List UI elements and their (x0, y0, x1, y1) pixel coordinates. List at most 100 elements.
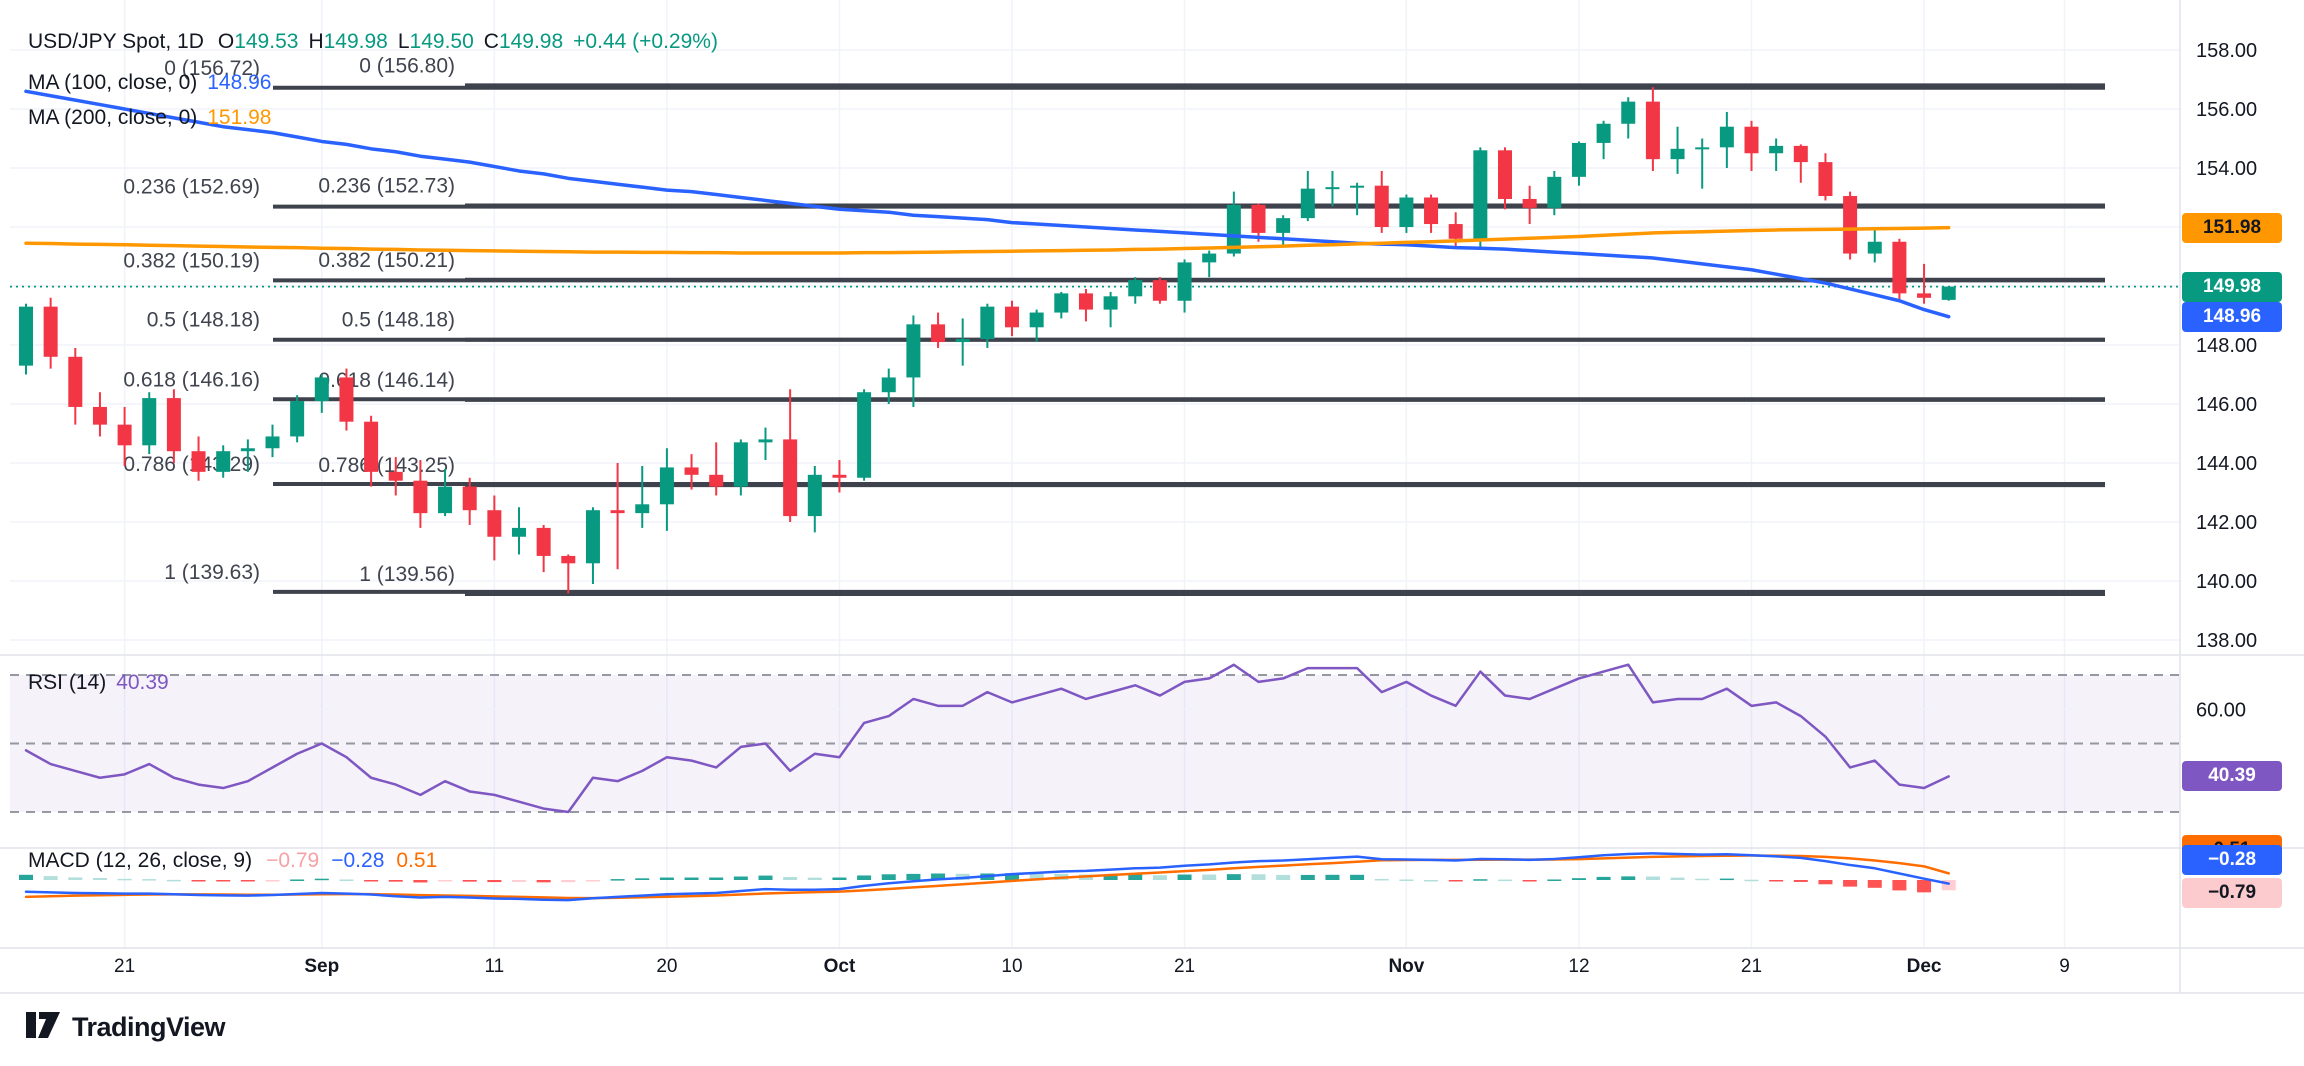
macd-hist-bar (1670, 877, 1685, 880)
candle-body (1522, 198, 1537, 208)
macd-hist-bar (191, 880, 206, 882)
candle-body (1621, 101, 1636, 124)
ma100-label: MA (100, close, 0) (28, 71, 198, 94)
symbol-title: USD/JPY Spot, 1D (28, 30, 204, 53)
candle-body (1054, 293, 1069, 313)
rsi-legend[interactable]: RSI (14) 40.39 (28, 671, 169, 695)
candle-body (1744, 126, 1759, 154)
macd-hist-bar (438, 880, 453, 882)
symbol-legend[interactable]: USD/JPY Spot, 1D O 149.53 H 149.98 L 149.50… (28, 30, 718, 54)
candle-body (1300, 188, 1315, 219)
fib-label: 0.382 (150.19) (123, 249, 260, 272)
candle-body (191, 451, 206, 472)
candle-body (955, 339, 970, 343)
candle-body (92, 406, 107, 425)
macd-hist-bar (1350, 874, 1365, 880)
macd-hist-bar (1498, 879, 1512, 882)
candle-body (364, 421, 379, 472)
candle-body (1843, 196, 1858, 254)
candle-body (659, 467, 674, 505)
macd-hist-bar (92, 878, 107, 880)
candle-body (166, 398, 181, 452)
chart-canvas[interactable]: 0 (156.72) 0.236 (152.69) 0.382 (150.19) 0.… (0, 0, 2304, 1000)
fib-label: 0.618 (146.14) (318, 369, 455, 392)
candle-body (635, 504, 650, 514)
high-value: 149.98 (323, 30, 388, 53)
candle-body (1005, 306, 1019, 328)
candle-body (1177, 262, 1192, 301)
macd-hist-bar (758, 875, 773, 880)
candle-body (413, 480, 428, 514)
macd-hist-bar (388, 880, 403, 882)
macd-hist-bar (1177, 874, 1192, 880)
macd-hist-bar (1300, 874, 1315, 880)
candle-body (1596, 123, 1611, 143)
fib-label: 0.236 (152.73) (318, 174, 455, 197)
candle-body (832, 474, 847, 478)
macd-legend[interactable]: MACD (12, 26, close, 9) −0.79 −0.28 0.51 (28, 849, 437, 873)
macd-hist-bar (1399, 879, 1414, 881)
tradingview-logo[interactable]: TradingView (26, 1008, 226, 1047)
candle-body (1498, 150, 1512, 199)
ma200-line (24, 225, 1951, 255)
macd-hist-bar (1621, 876, 1636, 880)
time-tick-label: 10 (1001, 956, 1022, 977)
macd-hist-bar (733, 876, 748, 880)
price-tick-label: 156.00 (2196, 99, 2257, 121)
price-tick-label: 138.00 (2196, 630, 2257, 652)
time-tick-label: Oct (824, 956, 856, 977)
macd-label: MACD (12, 26, close, 9) (28, 849, 253, 872)
macd-hist-bar (536, 880, 551, 883)
macd-hist-bar (1276, 874, 1291, 880)
macd-hist-bar (512, 880, 526, 882)
price-tick-label: 144.00 (2196, 453, 2257, 475)
macd-hist-bar (1571, 878, 1586, 880)
low-value: 149.50 (409, 30, 474, 53)
candle-body (339, 377, 354, 422)
candle-body (19, 306, 33, 366)
tradingview-logo-icon (26, 1008, 62, 1047)
candle-body (142, 398, 157, 446)
price-tick-label: 158.00 (2196, 40, 2257, 62)
macd-hist-bar (1843, 880, 1858, 887)
fib-label: 0.5 (148.18) (147, 309, 260, 332)
ma200-legend[interactable]: MA (200, close, 0) 151.98 (28, 106, 271, 130)
macd-line-value: −0.28 (331, 849, 385, 872)
price-tick-label: 146.00 (2196, 394, 2257, 416)
candle-body (1226, 204, 1241, 254)
macd-hist-bar (1029, 873, 1044, 880)
macd-hist-bar (1473, 879, 1488, 881)
macd-hist-bar (117, 878, 132, 881)
candle-body (1424, 197, 1439, 225)
candle-body (1374, 185, 1389, 227)
candle-body (1251, 204, 1266, 233)
candle-body (1719, 126, 1734, 148)
candle-body (610, 510, 625, 514)
macd-hist-bar (906, 873, 921, 880)
candle-body (487, 510, 502, 537)
rsi-tick-label: 60.00 (2196, 699, 2246, 721)
macd-signal-value: 0.51 (396, 849, 438, 872)
macd-hist-bar (1424, 880, 1439, 882)
macd-hist-bar (1251, 874, 1266, 880)
macd-hist-bar (142, 879, 157, 881)
candle-body (290, 401, 305, 437)
candle-body (733, 442, 748, 487)
macd-hist-bar (216, 880, 231, 882)
candle-body (980, 306, 995, 340)
ma100-legend[interactable]: MA (100, close, 0) 148.96 (28, 71, 271, 95)
macd-hist-bar (1522, 880, 1537, 882)
candle-body (561, 555, 576, 564)
macd-hist-bar (585, 880, 600, 882)
candle-body (1670, 148, 1685, 160)
time-tick-label: 12 (1568, 956, 1589, 977)
candle-body (462, 486, 477, 511)
macd-badge: −0.79 (2182, 878, 2282, 908)
close-label: C (483, 30, 499, 53)
candle-body (314, 377, 329, 402)
candle-body (1892, 241, 1907, 294)
time-tick-label: Dec (1907, 956, 1942, 977)
time-tick-label: 9 (2059, 956, 2070, 977)
macd-hist-bar (1202, 874, 1217, 880)
macd-hist-bar (364, 880, 379, 882)
